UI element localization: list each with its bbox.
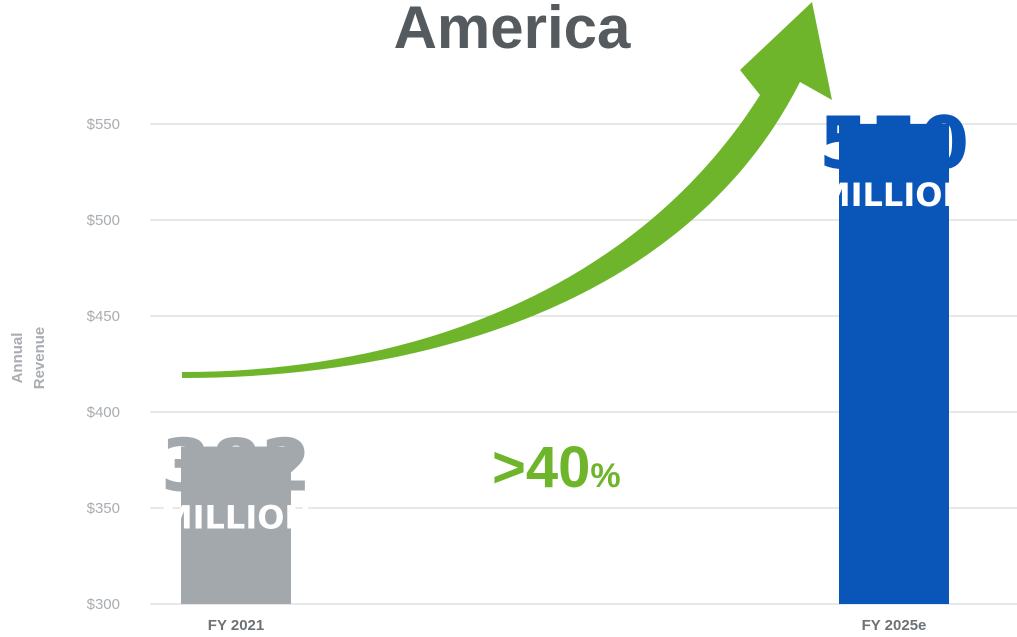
x-category-label: FY 2025e [862, 617, 927, 634]
chart-title: America [394, 0, 631, 61]
bar [181, 446, 291, 604]
growth-value: >40 [492, 435, 590, 500]
y-tick-label: $500 [87, 212, 120, 229]
y-tick-label: $350 [87, 500, 120, 517]
bar [839, 124, 949, 604]
y-tick-labels: $300 $350 $400 $450 $500 $550 [87, 116, 120, 613]
bar-layer [181, 124, 949, 604]
x-category-label: FY 2021 [208, 617, 264, 634]
y-tick-label: $550 [87, 116, 120, 133]
growth-annotation: >40% [492, 435, 621, 500]
y-tick-label: $400 [87, 404, 120, 421]
y-axis-label-line1: Annual [9, 333, 26, 384]
value-label-number: 550 [819, 101, 969, 185]
x-category-labels: FY 2021 FY 2025e [208, 617, 927, 634]
y-axis-label-line2: Revenue [31, 327, 48, 390]
y-tick-label: $300 [87, 596, 120, 613]
value-label-unit: MILLION [161, 499, 311, 537]
value-label-unit: MILLION [819, 176, 969, 214]
growth-arrow [182, 2, 832, 378]
value-label-number: 382 [161, 424, 311, 508]
growth-suffix: % [590, 457, 620, 495]
y-tick-label: $450 [87, 308, 120, 325]
